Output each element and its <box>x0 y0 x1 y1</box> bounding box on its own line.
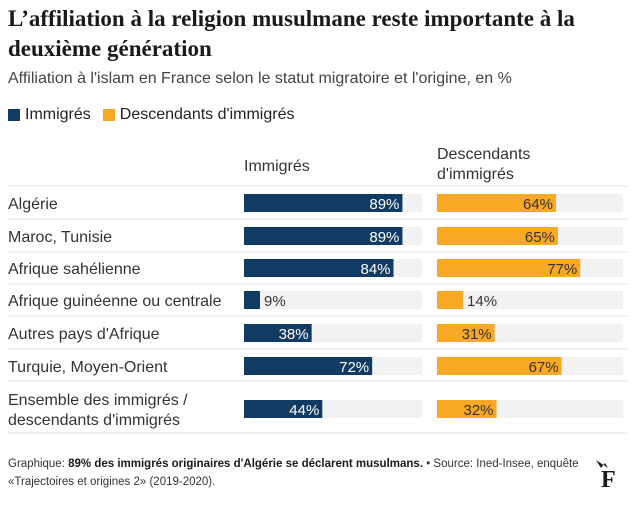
bar-immigres <box>244 259 394 277</box>
bar-descendants <box>437 227 558 245</box>
category-label: Afrique guinéenne ou centrale <box>8 293 222 310</box>
legend-swatch-descendants <box>102 109 115 121</box>
bar-descendants <box>437 357 562 375</box>
bar-immigres <box>244 400 323 418</box>
data-label-descendants: 65% <box>525 229 555 246</box>
bar-descendants <box>437 291 464 309</box>
bar-immigres <box>244 291 261 309</box>
data-label-immigres: 9% <box>264 293 286 310</box>
footer-caption: Graphique: 89% des immigrés originaires … <box>8 455 588 491</box>
column-header-descendants: Descendants d'immigrés <box>437 146 531 183</box>
chart-title: L’affiliation à la religion musulmane re… <box>8 6 575 61</box>
bar-descendants <box>437 400 497 418</box>
chart-subtitle: Affiliation à l'islam en France selon le… <box>8 70 512 87</box>
bar-chart: Algérie 89% 64% Maroc, Tunisie 89% 65% Afrique… <box>8 185 628 434</box>
bar-descendants <box>437 194 557 212</box>
category-label: Afrique sahélienne <box>8 261 141 278</box>
data-label-descendants: 77% <box>547 261 577 278</box>
category-label: Turquie, Moyen-Orient <box>8 359 168 376</box>
data-label-immigres: 89% <box>369 196 399 213</box>
footer-prefix: Graphique: <box>8 458 69 470</box>
bar-immigres <box>244 357 373 375</box>
footer-highlight: 89% des immigrés originaires d'Algérie s… <box>68 458 424 470</box>
brand-logo-letter: F <box>601 467 616 490</box>
category-label: Ensemble des immigrés / <box>8 392 188 409</box>
category-label: Maroc, Tunisie <box>8 229 112 246</box>
data-label-descendants: 14% <box>467 293 497 310</box>
bar-track <box>437 291 623 309</box>
data-label-immigres: 44% <box>289 402 319 419</box>
bar-immigres <box>244 194 403 212</box>
legend-label-immigres: Immigrés <box>25 106 91 123</box>
data-label-immigres: 89% <box>369 229 399 246</box>
category-label: descendants d'immigrés <box>8 412 180 429</box>
category-label: Autres pays d'Afrique <box>8 326 160 343</box>
legend-item-immigres: Immigrés <box>8 106 91 124</box>
bar-track <box>244 291 422 309</box>
data-label-descendants: 67% <box>529 359 559 376</box>
footer-source: • Source: Ined-Insee, enquête «Trajectoi… <box>8 458 579 488</box>
bar-immigres <box>244 324 312 342</box>
bar-descendants <box>437 259 581 277</box>
data-label-descendants: 32% <box>463 402 493 419</box>
legend-label-descendants: Descendants d'immigrés <box>119 106 295 123</box>
legend: Immigrés Descendants d'immigrés <box>8 106 306 124</box>
legend-swatch-immigres <box>8 109 20 121</box>
data-label-immigres: 72% <box>339 359 369 376</box>
legend-item-descendants: Descendants d'immigrés <box>102 106 295 124</box>
column-header-immigres: Immigrés <box>244 158 310 175</box>
category-label: Algérie <box>8 196 58 213</box>
data-label-immigres: 38% <box>279 326 309 343</box>
data-label-immigres: 84% <box>360 261 390 278</box>
bar-immigres <box>244 227 403 245</box>
bar-descendants <box>437 324 495 342</box>
brand-logo-icon[interactable]: F <box>592 456 622 490</box>
data-label-descendants: 64% <box>523 196 553 213</box>
data-label-descendants: 31% <box>462 326 492 343</box>
